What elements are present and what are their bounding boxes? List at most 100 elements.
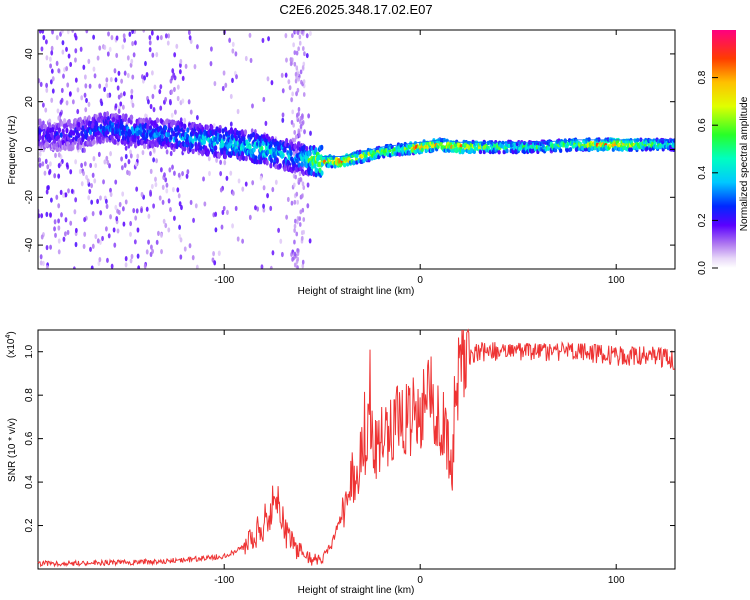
spectrogram-x-ticks: -100 0 100 <box>214 30 625 286</box>
ridge-cell <box>190 142 194 149</box>
ridge-edge <box>523 141 525 143</box>
ridge-cell <box>87 115 91 121</box>
ridge-edge <box>343 155 346 157</box>
ridge-edge <box>510 141 512 143</box>
ridge-edge <box>493 141 495 143</box>
noise-cell <box>165 149 169 155</box>
ridge-cell <box>166 132 171 138</box>
noise-cell <box>106 92 110 99</box>
ridge-edge <box>454 141 456 143</box>
ridge-cell <box>69 122 73 129</box>
noise-cell <box>55 34 59 41</box>
noise-cell <box>188 35 192 41</box>
ridge-edge <box>430 140 433 142</box>
noise-cell <box>131 30 134 34</box>
ridge-cell <box>267 136 271 143</box>
ridge-cell <box>431 148 435 153</box>
x-tick-label: -100 <box>214 575 234 586</box>
ridge-cell <box>266 149 270 155</box>
ridge-cell <box>320 144 324 151</box>
noise-cell <box>105 82 108 88</box>
ridge-edge <box>538 141 541 143</box>
noise-cell <box>155 239 159 245</box>
noise-cell <box>106 159 110 166</box>
ridge-cell <box>77 132 81 139</box>
ridge-edge <box>587 139 590 141</box>
ridge-edge <box>496 141 498 143</box>
ridge-cell <box>300 161 304 168</box>
ridge-edge <box>451 140 453 142</box>
ridge-cell <box>121 113 125 119</box>
ridge-cell <box>71 141 75 148</box>
ridge-edge <box>453 141 455 142</box>
ridge-edge <box>546 141 548 143</box>
ridge-edge <box>626 139 629 141</box>
noise-cell <box>209 61 213 67</box>
noise-cell <box>109 151 112 157</box>
ridge-edge <box>360 151 362 153</box>
noise-cell <box>107 233 111 239</box>
noise-cell <box>298 133 301 138</box>
ridge-cell <box>648 147 653 152</box>
noise-cell <box>295 65 299 71</box>
noise-cell <box>137 265 141 269</box>
ridge-edge <box>338 156 341 157</box>
ridge-edge <box>588 139 591 141</box>
noise-cell <box>290 97 293 103</box>
noise-cell <box>40 213 44 219</box>
ridge-edge <box>432 140 435 142</box>
noise-cell <box>135 208 139 214</box>
ridge-edge <box>361 151 363 153</box>
noise-cell <box>103 159 107 165</box>
ridge-edge <box>502 141 504 143</box>
ridge-edge <box>418 142 420 143</box>
snr-panel: -100 0 100 0.2 0.4 0.6 0.8 1.0 Height of strai… <box>5 328 676 596</box>
noise-cell <box>231 48 235 54</box>
noise-cell <box>294 218 297 224</box>
noise-cell <box>291 137 295 143</box>
noise-cell <box>91 210 95 217</box>
ridge-edge <box>663 139 665 141</box>
ridge-edge <box>352 153 354 155</box>
ridge-cell <box>191 138 195 144</box>
ridge-edge <box>482 141 485 143</box>
noise-cell <box>131 74 135 80</box>
ridge-edge <box>375 148 377 149</box>
ridge-edge <box>508 141 510 143</box>
noise-cell <box>153 84 157 90</box>
noise-cell <box>57 115 61 121</box>
noise-cell <box>219 170 223 177</box>
noise-cell <box>302 79 306 85</box>
ridge-edge <box>573 139 575 141</box>
ridge-edge <box>435 139 438 141</box>
noise-cell <box>170 112 174 118</box>
ridge-edge <box>495 141 497 143</box>
ridge-edge <box>671 139 673 141</box>
ridge-edge <box>491 141 494 143</box>
ridge-cell <box>293 143 297 149</box>
ridge-edge <box>583 139 586 141</box>
ridge-edge <box>542 141 544 143</box>
colorbar-tick-label: 0.0 <box>697 261 708 275</box>
ridge-edge <box>489 141 492 143</box>
noise-cell <box>124 153 128 160</box>
noise-cell <box>285 57 288 63</box>
ridge-edge <box>631 139 634 141</box>
ridge-edge <box>400 144 402 146</box>
ridge-cell <box>61 128 65 135</box>
noise-cell <box>208 170 211 177</box>
ridge-edge <box>672 139 674 141</box>
noise-cell <box>76 108 80 115</box>
noise-cell <box>309 30 312 37</box>
ridge-edge <box>574 139 576 141</box>
ridge-cell <box>436 144 440 150</box>
ridge-edge <box>341 156 344 157</box>
y-tick-label: 1.0 <box>24 344 35 358</box>
noise-cell <box>188 243 192 249</box>
ridge-edge <box>325 156 327 157</box>
noise-cell <box>155 158 158 164</box>
noise-cell <box>147 239 150 245</box>
ridge-edge <box>601 139 603 141</box>
ridge-cell <box>63 118 67 124</box>
noise-cell <box>298 171 302 177</box>
